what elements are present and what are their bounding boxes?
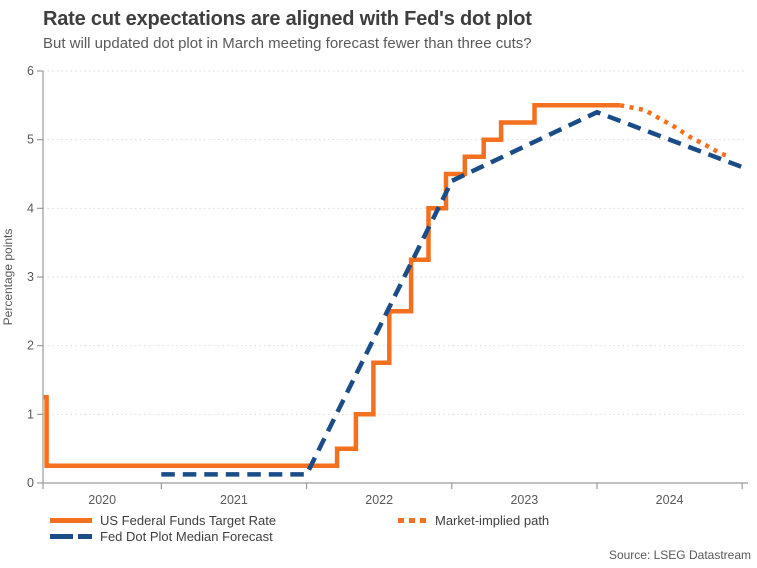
solid-line-swatch-icon xyxy=(50,518,92,523)
x-tick-label: 2024 xyxy=(656,493,684,507)
page-title: Rate cut expectations are aligned with F… xyxy=(43,8,532,30)
series-market-implied-path xyxy=(619,103,732,159)
y-tick-label: 2 xyxy=(27,339,34,353)
series-fed-dot-plot-median-forecast xyxy=(161,109,743,477)
y-tick-label: 0 xyxy=(27,476,34,490)
source-attribution: Source: LSEG Datastream xyxy=(608,548,751,562)
y-tick-label: 6 xyxy=(27,64,34,78)
chart-header: Rate cut expectations are aligned with F… xyxy=(43,7,743,53)
legend-item-market-implied-path: Market-implied path xyxy=(398,513,549,528)
x-tick-label: 2022 xyxy=(365,493,393,507)
series-us-federal-funds-target-rate xyxy=(43,103,621,469)
rate-expectations-chart: 0 1 2 3 4 5 6 2020 2021 2022 2023 2024 Percentage po… xyxy=(1,64,748,507)
dashed-line-swatch-icon xyxy=(50,534,92,539)
legend-item-dot-plot-forecast: Fed Dot Plot Median Forecast xyxy=(50,529,273,544)
legend-item-fed-funds-rate: US Federal Funds Target Rate xyxy=(50,513,276,528)
y-tick-label: 3 xyxy=(27,270,34,284)
y-axis-title: Percentage points xyxy=(1,229,15,326)
y-tick-label: 1 xyxy=(27,407,34,421)
page-subtitle: But will updated dot plot in March meeti… xyxy=(43,35,532,52)
y-tick-label: 4 xyxy=(27,201,34,215)
legend-label: US Federal Funds Target Rate xyxy=(100,513,277,528)
legend-label: Fed Dot Plot Median Forecast xyxy=(100,529,273,544)
x-tick-label: 2020 xyxy=(88,493,116,507)
x-tick-label: 2021 xyxy=(220,493,248,507)
legend-label: Market-implied path xyxy=(435,513,550,528)
x-tick-label: 2023 xyxy=(510,493,538,507)
dotted-line-swatch-icon xyxy=(398,518,427,523)
y-tick-label: 5 xyxy=(27,133,34,147)
